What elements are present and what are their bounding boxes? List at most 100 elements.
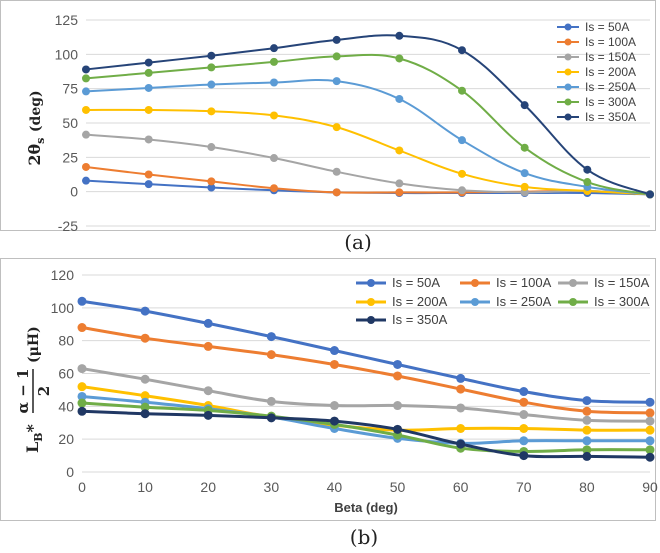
chart-b-data-point <box>645 436 655 446</box>
chart-a-y-tick-label: -25 <box>58 218 78 234</box>
chart-a-data-point <box>207 183 216 192</box>
chart-b-gridlines <box>82 274 650 473</box>
chart-b-data-point <box>140 306 150 316</box>
chart-b-y-tick-label: 80 <box>58 333 74 349</box>
chart-b-frame <box>0 258 656 521</box>
chart-b-data-point <box>140 391 150 401</box>
chart-a-data-point <box>458 86 466 95</box>
chart-a-series-line <box>85 53 651 196</box>
chart-a-legend-label: Is = 300A <box>585 95 636 109</box>
chart-a-data-point <box>144 83 153 92</box>
chart-b-x-axis-title: Beta (deg) <box>334 500 398 515</box>
chart-b-data-point <box>519 423 529 433</box>
chart-b-data-point <box>645 445 655 455</box>
chart-a-series-6 <box>82 52 654 199</box>
chart-a-legend-marker <box>564 68 572 76</box>
chart-b-legend-marker <box>367 298 375 306</box>
chart-a-data-point <box>270 184 278 193</box>
chart-b-y-axis-title: LB* α − 1 2 (μH) <box>14 326 53 453</box>
chart-b-ylabel-num: α − 1 <box>14 369 32 414</box>
chart-b-data-point <box>203 341 213 351</box>
chart-b-data-point <box>140 409 150 419</box>
chart-a-legend-marker <box>564 53 572 61</box>
chart-b-data-point <box>645 425 655 435</box>
chart-b-data-point <box>140 374 150 384</box>
chart-b-data-point <box>77 406 87 416</box>
chart-a-data-point <box>520 182 529 191</box>
chart-a-legend-item: Is = 50A <box>557 20 629 34</box>
chart-b-data-point <box>77 391 87 401</box>
chart-a-data-point <box>144 135 153 144</box>
chart-b-y-tick-label: 60 <box>58 366 74 382</box>
chart-b-data-point <box>266 413 276 423</box>
chart-b-data-point <box>645 452 655 462</box>
chart-b-legend-label: Is = 350A <box>392 312 448 327</box>
chart-b-legend-label: Is = 50A <box>392 275 440 290</box>
chart-b-y-tick-label: 0 <box>66 464 74 480</box>
chart-b-series-line <box>80 394 652 445</box>
chart-a-legend-marker <box>564 83 572 91</box>
chart-a-data-point <box>82 65 90 74</box>
chart-a-legend-item: Is = 350A <box>557 110 636 124</box>
chart-b-data-point <box>519 436 529 446</box>
chart-b-x-tick-label: 90 <box>642 479 658 495</box>
chart-b-x-tick-label: 20 <box>200 479 216 495</box>
chart-b-x-tick-label: 30 <box>264 479 280 495</box>
chart-b-legend-item: Is = 100A <box>460 275 552 290</box>
chart-a-y-axis-title: 2θs (deg) <box>25 90 47 165</box>
chart-b-data-point <box>456 439 466 449</box>
chart-a-legend-marker <box>564 38 572 46</box>
chart-b-data-point <box>645 397 655 407</box>
chart-b-data-point <box>203 386 213 396</box>
chart-a-ylabel-unit: (deg) <box>28 90 44 132</box>
chart-a-data-point <box>395 179 404 188</box>
chart-b-series-line <box>80 409 652 459</box>
chart-b-data-point <box>582 425 592 435</box>
chart-b-data-point <box>329 359 339 369</box>
chart-a-data-point <box>332 52 341 61</box>
chart-b-data-point <box>266 350 276 360</box>
chart-b-data-point <box>203 318 213 328</box>
chart-a-data-point <box>332 167 341 176</box>
chart-b-data-point <box>77 364 87 374</box>
chart-b-data-point <box>582 451 592 461</box>
chart-a-legend-item: Is = 250A <box>557 80 636 94</box>
chart-b-series-2 <box>77 323 655 418</box>
chart-a-data-point <box>207 80 216 89</box>
chart-a-data-point <box>520 143 529 152</box>
chart-a-data-point <box>144 58 153 67</box>
chart-a-y-tick-labels: -25 0 25 50 75 100 125 <box>55 12 79 234</box>
chart-a-data-point <box>458 136 466 145</box>
chart-b-series-line <box>80 299 652 404</box>
chart-b-legend-item: Is = 250A <box>460 294 552 309</box>
chart-a-series-line <box>85 78 651 196</box>
chart-a-legend-label: Is = 350A <box>585 110 636 124</box>
chart-b-data-point <box>645 408 655 418</box>
chart-a-data-point <box>207 143 216 152</box>
chart-b-legend-item: Is = 200A <box>356 294 448 309</box>
chart-b-data-point <box>203 410 213 420</box>
chart-b-legend-item: Is = 350A <box>356 312 448 327</box>
chart-b-legend-item: Is = 50A <box>356 275 440 290</box>
chart-a-series-line <box>85 34 651 196</box>
chart-a-data-point <box>82 87 90 96</box>
chart-a-data-point <box>583 178 592 187</box>
chart-a-gridlines <box>86 19 650 227</box>
chart-b-legend-label: Is = 150A <box>594 275 650 290</box>
chart-a-data-point <box>270 78 278 87</box>
chart-b-data-point <box>582 406 592 416</box>
chart-b-ylabel-den: 2 <box>35 386 53 396</box>
svg-text:2θs (deg): 2θs (deg) <box>25 90 47 165</box>
chart-b-data-point <box>393 424 403 434</box>
chart-b-data-point <box>77 398 87 408</box>
chart-b-series-line <box>80 326 652 415</box>
chart-b-data-point <box>456 384 466 394</box>
chart-a-legend-item: Is = 100A <box>557 35 636 49</box>
chart-b-x-tick-label: 60 <box>453 479 469 495</box>
chart-a-data-point <box>144 180 153 189</box>
chart-a-data-point <box>144 68 153 77</box>
chart-a-data-point <box>144 170 153 179</box>
chart-b-x-tick-label: 50 <box>390 479 406 495</box>
